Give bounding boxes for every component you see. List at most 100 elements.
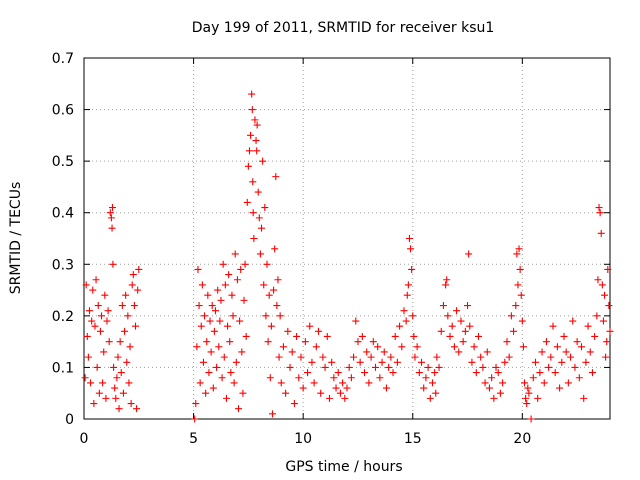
data-point [529, 374, 537, 382]
data-point [193, 343, 201, 351]
data-point [468, 358, 476, 366]
data-point [259, 157, 267, 165]
data-point [516, 265, 524, 273]
data-point [239, 389, 247, 397]
data-point [205, 369, 213, 377]
data-point [501, 358, 509, 366]
data-point [545, 363, 553, 371]
data-point [297, 353, 305, 361]
data-point [210, 327, 218, 335]
data-point [492, 363, 500, 371]
data-point [439, 302, 447, 310]
data-point [267, 322, 275, 330]
data-point [602, 353, 610, 361]
data-point [310, 379, 318, 387]
data-point [242, 332, 250, 340]
data-point [591, 332, 599, 340]
data-point [224, 322, 232, 330]
data-point [599, 317, 607, 325]
data-point [512, 302, 520, 310]
data-point [580, 394, 588, 402]
data-point [263, 260, 271, 268]
y-tick-label: 0.4 [52, 206, 74, 222]
data-point [94, 302, 102, 310]
data-point [382, 384, 390, 392]
data-point [219, 260, 227, 268]
data-point [560, 332, 568, 340]
data-point [405, 235, 413, 242]
data-point [84, 353, 92, 361]
data-point [248, 90, 256, 98]
data-point [238, 348, 246, 356]
data-point [135, 265, 143, 273]
data-point [411, 353, 419, 361]
data-point [202, 389, 210, 397]
data-point [286, 363, 294, 371]
data-point [130, 302, 138, 310]
data-point [503, 338, 511, 346]
data-point [398, 343, 406, 351]
data-point [475, 332, 482, 340]
data-point [299, 384, 307, 392]
data-point [547, 353, 555, 361]
data-point [295, 374, 303, 382]
data-point [107, 214, 115, 222]
data-point [115, 405, 123, 413]
data-point [402, 317, 410, 325]
y-tick-label: 0.2 [52, 309, 74, 325]
data-point [253, 147, 261, 155]
data-point [567, 353, 575, 361]
data-point [365, 379, 373, 387]
data-point [247, 131, 255, 139]
data-point [339, 379, 347, 387]
data-point [584, 322, 592, 330]
data-point [443, 276, 451, 284]
data-point [264, 338, 272, 346]
data-point [288, 348, 296, 356]
data-point [556, 384, 564, 392]
data-point [369, 338, 377, 346]
data-point [306, 322, 314, 330]
data-point [409, 312, 417, 320]
data-point [345, 363, 353, 371]
data-point [496, 389, 504, 397]
data-point [277, 379, 285, 387]
data-point [208, 302, 216, 310]
data-point [317, 389, 325, 397]
data-point [433, 353, 441, 361]
data-point [105, 338, 113, 346]
data-point [534, 394, 542, 402]
data-point [510, 327, 518, 335]
data-point [420, 384, 428, 392]
data-point [391, 332, 399, 340]
data-point [461, 327, 469, 335]
data-point [389, 369, 397, 377]
data-point [453, 307, 461, 315]
data-point [235, 405, 243, 413]
x-tick-label: 15 [404, 431, 422, 447]
data-point [214, 286, 222, 294]
data-point [517, 291, 525, 299]
data-point [221, 281, 229, 289]
data-point [407, 245, 415, 253]
data-point [400, 307, 408, 315]
data-point [258, 224, 266, 232]
data-point [507, 312, 515, 320]
data-point [521, 379, 529, 387]
data-point [431, 369, 439, 377]
data-point [465, 250, 473, 258]
data-point [213, 363, 221, 371]
data-point [522, 394, 530, 402]
data-point [102, 394, 110, 402]
data-point [464, 302, 472, 310]
y-tick-label: 0.1 [52, 360, 74, 376]
y-tick-label: 0.7 [52, 51, 74, 67]
data-point [553, 343, 561, 351]
data-point [323, 332, 331, 340]
data-point [564, 379, 572, 387]
data-point [334, 369, 342, 377]
data-point [233, 276, 241, 284]
data-point [422, 374, 430, 382]
data-point [90, 400, 98, 408]
data-point [315, 327, 323, 335]
